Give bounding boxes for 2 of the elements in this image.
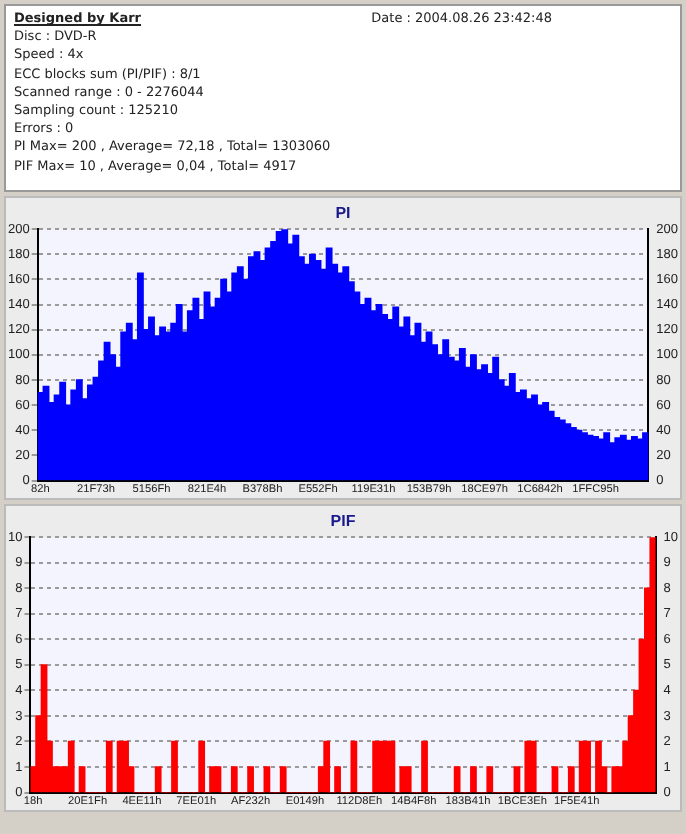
chart-title: PIF <box>330 512 356 531</box>
chart-title: PI <box>335 204 351 223</box>
